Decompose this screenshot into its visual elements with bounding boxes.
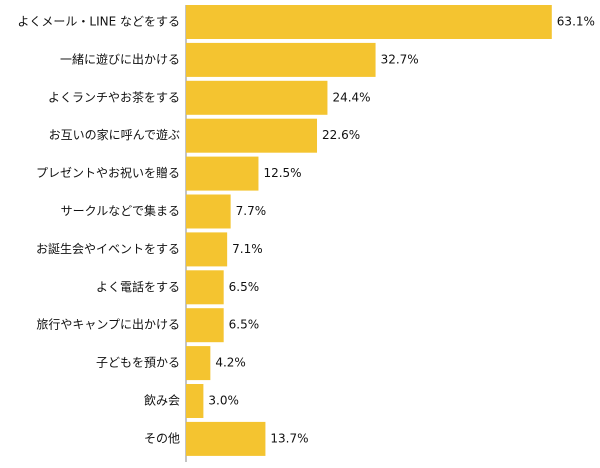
- category-label-4: プレゼントやお祝いを贈る: [36, 165, 180, 180]
- category-label-7: よく電話をする: [96, 279, 180, 294]
- bar-9: [186, 346, 211, 381]
- bar-6: [186, 232, 228, 267]
- category-label-11: その他: [144, 431, 180, 445]
- value-label-0: 63.1%: [557, 15, 595, 29]
- bar-0: [186, 5, 552, 39]
- bar-10: [186, 384, 204, 418]
- value-label-5: 7.7%: [236, 204, 267, 218]
- category-label-0: よくメール・LINE などをする: [17, 15, 180, 29]
- bar-3: [186, 118, 318, 153]
- bar-7: [186, 270, 224, 305]
- value-label-4: 12.5%: [263, 166, 301, 180]
- value-label-1: 32.7%: [381, 52, 419, 66]
- value-label-7: 6.5%: [229, 280, 260, 294]
- category-label-2: よくランチやお茶をする: [48, 89, 180, 104]
- category-label-10: 飲み会: [144, 393, 180, 408]
- bar-4: [186, 156, 259, 191]
- category-label-5: サークルなどで集まる: [61, 203, 180, 218]
- value-label-3: 22.6%: [322, 128, 360, 142]
- bar-1: [186, 42, 376, 77]
- category-label-3: お互いの家に呼んで遊ぶ: [49, 127, 180, 142]
- value-label-8: 6.5%: [229, 318, 260, 332]
- bar-2: [186, 80, 328, 115]
- value-label-6: 7.1%: [232, 242, 263, 256]
- category-label-1: 一緒に遊びに出かける: [60, 51, 180, 66]
- category-label-9: 子どもを預かる: [96, 356, 180, 370]
- value-label-10: 3.0%: [208, 394, 239, 408]
- value-label-9: 4.2%: [215, 356, 246, 370]
- bar-11: [186, 421, 266, 456]
- value-label-2: 24.4%: [332, 90, 370, 104]
- category-label-6: お誕生会やイベントをする: [36, 242, 180, 256]
- value-label-11: 13.7%: [270, 431, 308, 445]
- bar-8: [186, 308, 224, 343]
- category-label-8: 旅行やキャンプに出かける: [36, 318, 180, 332]
- bar-5: [186, 194, 231, 229]
